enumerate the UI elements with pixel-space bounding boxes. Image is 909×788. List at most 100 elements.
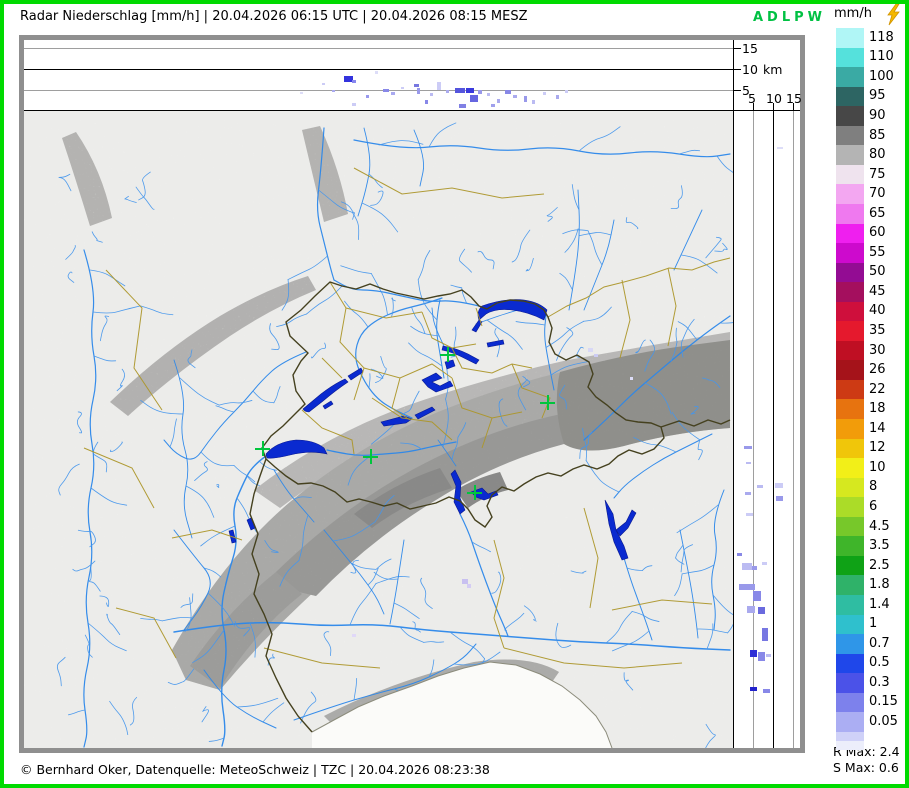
- lake-como: [604, 499, 629, 561]
- legend-label: 4.5: [869, 518, 890, 534]
- legend-swatch-95: [836, 86, 864, 107]
- altitude-gridline-15km: [24, 48, 733, 49]
- legend-swatch-65: [836, 203, 864, 225]
- legend-swatch-1: [836, 614, 864, 635]
- altitude-tick-10: 10: [742, 62, 758, 77]
- legend-label: 0.3: [869, 674, 890, 690]
- legend-label: 30: [869, 342, 886, 358]
- snow-max-value: S Max: 0.6: [833, 760, 899, 775]
- tick: [733, 48, 741, 49]
- lightning-icon: [887, 3, 900, 26]
- lake-walen: [486, 339, 505, 348]
- legend-label: 90: [869, 107, 886, 123]
- legend-unit: mm/h: [834, 6, 872, 21]
- legend-label: 10: [869, 459, 886, 475]
- legend-swatch-50: [836, 262, 864, 283]
- altitude-unit-label: km: [763, 62, 783, 77]
- legend-label: 2.5: [869, 557, 890, 573]
- legend-swatch-0.3: [836, 673, 864, 694]
- legend-label: 55: [869, 244, 886, 260]
- legend-label: 0.15: [869, 694, 898, 710]
- depth-tick-15: 15: [786, 91, 802, 106]
- terrain-shading: [24, 110, 733, 748]
- legend-label: 1.8: [869, 577, 890, 593]
- legend-label: 110: [869, 49, 894, 65]
- footer-credit: © Bernhard Oker, Datenquelle: MeteoSchwe…: [20, 762, 490, 777]
- legend-label: 100: [869, 68, 894, 84]
- legend-swatch-3.5: [836, 536, 864, 557]
- legend-label: 0.7: [869, 635, 890, 651]
- altitude-tick-15: 15: [742, 41, 758, 56]
- legend-label: 85: [869, 127, 886, 143]
- legend-label: 22: [869, 381, 886, 397]
- tick: [773, 103, 774, 110]
- legend-label: 40: [869, 303, 886, 319]
- legend-swatch-45: [836, 282, 864, 303]
- legend-swatch-14: [836, 419, 864, 440]
- legend-label: 26: [869, 362, 886, 378]
- lake-como-arm: [615, 509, 637, 537]
- legend-swatch-118: [836, 28, 864, 49]
- legend-swatch-85: [836, 125, 864, 146]
- france-italy-border: [249, 458, 313, 733]
- legend-swatch-0.05: [836, 712, 864, 733]
- lake-murten: [322, 400, 334, 410]
- legend-swatch-10: [836, 458, 864, 479]
- lake-brienz: [414, 406, 436, 420]
- topographic-map: [24, 110, 747, 749]
- depth-tick-5: 5: [748, 91, 756, 106]
- legend-label: 45: [869, 283, 886, 299]
- legend-swatch-0.5: [836, 653, 864, 674]
- tick: [793, 103, 794, 110]
- swiss-border: [261, 281, 665, 528]
- altitude-gridline-5km: [24, 90, 733, 91]
- legend-label: 3.5: [869, 538, 890, 554]
- legend-label: 60: [869, 225, 886, 241]
- legend-swatch-22: [836, 379, 864, 401]
- legend-swatch-100: [836, 67, 864, 88]
- country-borders: [249, 281, 731, 733]
- plot-frame: [19, 35, 805, 753]
- legend-label: 1: [869, 616, 878, 632]
- radar-stations-code: ADLPW: [753, 10, 827, 25]
- legend-swatch-8: [836, 477, 864, 498]
- river-network: [56, 122, 747, 749]
- rain-max-value: R Max: 2.4: [833, 744, 900, 759]
- legend-swatch-1.8: [836, 575, 864, 596]
- austria-italy-border: [660, 419, 731, 428]
- legend-label: 35: [869, 323, 886, 339]
- legend-swatch-18: [836, 399, 864, 420]
- page-title: Radar Niederschlag [mm/h] | 20.04.2026 0…: [20, 9, 528, 24]
- coastline: [311, 661, 613, 749]
- legend-label: 0.05: [869, 714, 898, 730]
- legend-swatch-70: [836, 184, 864, 205]
- map-right-border: [733, 40, 734, 748]
- legend-label: 118: [869, 29, 894, 45]
- legend-swatch-75: [836, 164, 864, 185]
- legend-swatch-0.7: [836, 634, 864, 655]
- legend-swatch-6: [836, 497, 864, 518]
- legend-swatch-90: [836, 106, 864, 127]
- legend-swatch-min: [836, 731, 864, 742]
- depth-gridline-15km: [793, 110, 794, 748]
- legend-label: 14: [869, 420, 886, 436]
- legend-label: 95: [869, 88, 886, 104]
- legend-swatch-1.4: [836, 594, 864, 616]
- lake-constance-arm: [471, 319, 483, 333]
- regional-borders: [83, 167, 731, 669]
- legend-swatch-4.5: [836, 516, 864, 537]
- lake-geneva: [265, 439, 328, 459]
- legend-label: 65: [869, 205, 886, 221]
- legend-label: 75: [869, 166, 886, 182]
- legend-label: 6: [869, 498, 878, 514]
- legend-label: 1.4: [869, 596, 890, 612]
- ligurian-sea: [311, 661, 613, 749]
- tick: [753, 103, 754, 110]
- legend-swatch-80: [836, 145, 864, 166]
- lake-neuchatel: [302, 378, 349, 413]
- legend-swatch-110: [836, 47, 864, 68]
- legend-label: 50: [869, 264, 886, 280]
- depth-tick-10: 10: [766, 91, 782, 106]
- depth-gridline-5km: [753, 110, 754, 748]
- legend-swatch-0.15: [836, 692, 864, 713]
